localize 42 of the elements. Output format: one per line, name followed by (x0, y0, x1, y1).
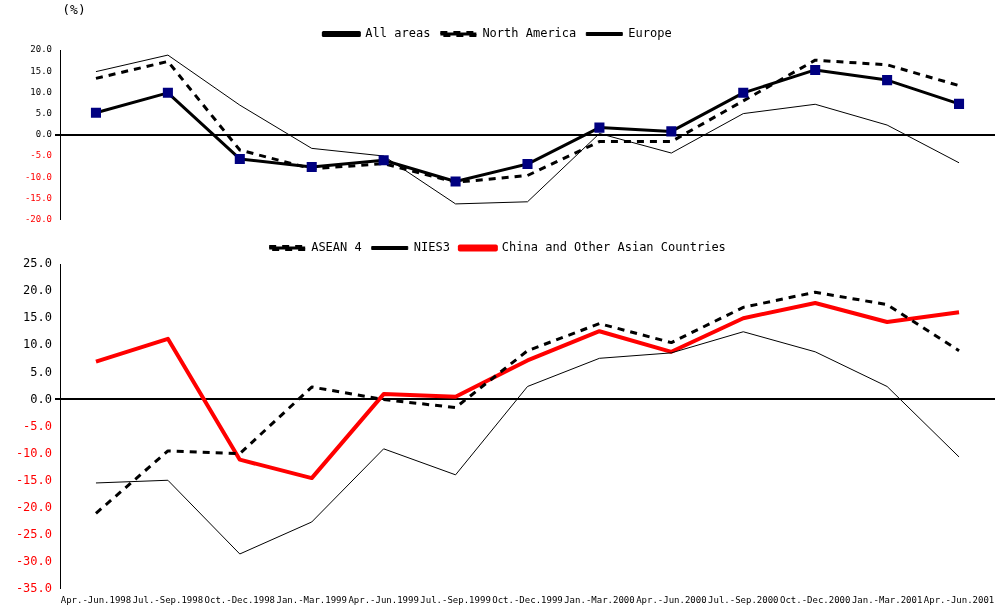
y-axis-title: (%) (62, 1, 86, 17)
y-tick-label: -15.0 (24, 192, 52, 203)
y-tick-label: -10.0 (15, 445, 52, 460)
y-tick-label: 5.0 (35, 107, 52, 118)
y-tick-label: -30.0 (15, 554, 52, 569)
x-tick-label: Oct.-Dec.1998 (204, 594, 276, 605)
legend-label: ASEAN 4 (311, 240, 362, 255)
y-tick-label: -25.0 (15, 527, 52, 542)
y-tick-label: -5.0 (23, 418, 52, 433)
x-tick-label: Jan.-Mar.1999 (276, 594, 347, 605)
y-tick-label: 0.0 (35, 129, 52, 140)
y-tick-label: 20.0 (30, 44, 52, 55)
x-tick-label: Jan.-Mar.2000 (564, 594, 635, 605)
x-tick-label: Apr.-Jun.1998 (60, 594, 132, 605)
legend-label: NIES3 (413, 240, 450, 255)
x-tick-label: Jul.-Sep.1999 (420, 594, 491, 605)
y-tick-label: 5.0 (30, 364, 52, 379)
y-tick-label: 10.0 (23, 337, 52, 352)
x-tick-label: Apr.-Jun.2000 (636, 594, 707, 605)
y-tick-label: 25.0 (23, 256, 52, 271)
x-tick-label: Apr.-Jun.1999 (348, 594, 419, 605)
legend-label: North America (482, 26, 577, 41)
legend-label: Europe (628, 26, 672, 41)
y-tick-label: -20.0 (24, 213, 52, 224)
y-tick-label: 15.0 (30, 65, 52, 76)
y-tick-label: 20.0 (23, 283, 52, 298)
legend-label: China and Other Asian Countries (501, 240, 726, 255)
x-tick-label: Jul.-Sep.2000 (708, 594, 779, 605)
y-tick-label: -10.0 (24, 171, 52, 182)
y-tick-label: 15.0 (23, 310, 52, 325)
y-tick-label: 10.0 (30, 86, 52, 97)
x-tick-label: Jan.-Mar.2001 (851, 594, 923, 605)
legend-label: All areas (365, 26, 431, 41)
x-tick-label: Apr.-Jun.2001 (923, 594, 995, 605)
y-tick-label: 0.0 (30, 391, 52, 406)
y-tick-label: -20.0 (15, 500, 52, 515)
y-tick-label: -5.0 (30, 150, 52, 161)
x-tick-label: Oct.-Dec.1999 (492, 594, 563, 605)
y-tick-label: -35.0 (15, 581, 52, 596)
y-tick-label: -15.0 (15, 472, 52, 487)
x-tick-label: Oct.-Dec.2000 (779, 594, 851, 605)
x-tick-label: Jul.-Sep.1998 (132, 594, 204, 605)
